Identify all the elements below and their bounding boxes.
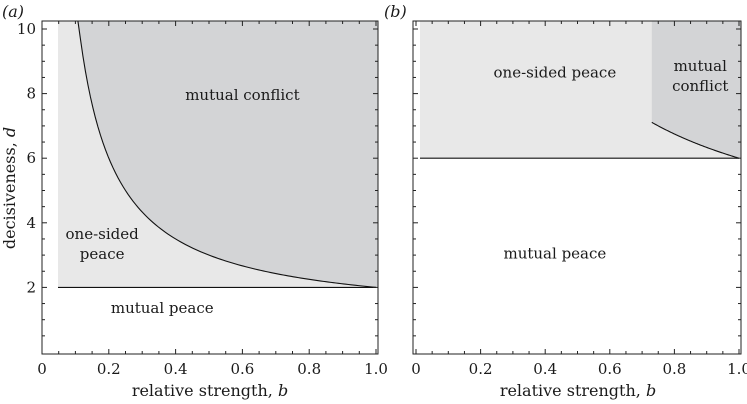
y-tick-label: 8 bbox=[26, 85, 36, 103]
y-tick-label: 6 bbox=[26, 149, 36, 167]
y-tick-label: 2 bbox=[26, 278, 36, 296]
panel-b-ticks: 0 0.2 0.4 0.6 0.8 1.0 bbox=[411, 21, 747, 378]
x-tick-label: 0.8 bbox=[297, 360, 321, 378]
panel-a-x-axis-label: relative strength, b bbox=[132, 381, 288, 400]
x-tick-label: 0.8 bbox=[662, 360, 686, 378]
panel-a-label: (a) bbox=[2, 2, 24, 21]
panel-a-frame bbox=[41, 20, 379, 355]
x-tick-label: 0 bbox=[411, 360, 421, 378]
x-tick-label: 1.0 bbox=[364, 360, 388, 378]
x-tick-label: 0 bbox=[37, 360, 47, 378]
y-tick-label: 10 bbox=[17, 20, 36, 38]
panel-b-region-labels: mutual peace one-sided peace mutual conflic… bbox=[494, 57, 729, 262]
x-tick-label: 0.6 bbox=[598, 360, 622, 378]
x-tick-label: 0.2 bbox=[469, 360, 493, 378]
y-tick-label: 4 bbox=[26, 214, 36, 232]
x-tick-label: 0.4 bbox=[164, 360, 188, 378]
panel-b-regions bbox=[420, 21, 741, 159]
panel-b-x-axis-label: relative strength, b bbox=[500, 381, 656, 400]
region-label-mutual-conflict: mutual conflict bbox=[672, 57, 728, 95]
region-mutual-conflict bbox=[75, 21, 379, 288]
x-tick-label: 0.6 bbox=[230, 360, 254, 378]
region-mutual-conflict bbox=[651, 21, 741, 159]
region-label-mutual-conflict: mutual conflict bbox=[185, 86, 299, 104]
x-tick-label: 1.0 bbox=[727, 360, 747, 378]
panel-a-ticks: 0 0.2 0.4 0.6 0.8 1.0 2 4 6 8 10 bbox=[17, 20, 388, 378]
conflict-boundary-curve bbox=[75, 20, 377, 288]
conflict-boundary-curve bbox=[651, 121, 740, 159]
x-tick-label: 0.2 bbox=[97, 360, 121, 378]
panel-b-boundaries bbox=[420, 121, 740, 159]
region-label-mutual-peace: mutual peace bbox=[503, 244, 606, 262]
panel-b: (b) 0 0.2 0.4 0.6 0.8 1.0 mutual peace one-sid… bbox=[384, 2, 747, 400]
panel-a: (a) 0 0.2 0.4 0.6 0.8 1.0 2 4 6 8 10 mutual peace o… bbox=[0, 2, 388, 400]
panel-a-region-labels: mutual peace one-sided peace mutual conflic… bbox=[66, 86, 300, 317]
region-label-one-sided-peace: one-sided peace bbox=[494, 63, 617, 81]
x-tick-label: 0.4 bbox=[533, 360, 557, 378]
panel-b-label: (b) bbox=[384, 2, 407, 21]
region-label-mutual-peace: mutual peace bbox=[111, 299, 214, 317]
region-label-one-sided-peace: one-sided peace bbox=[66, 225, 140, 263]
panel-a-boundaries bbox=[58, 20, 377, 288]
panel-a-y-axis-label: decisiveness, d bbox=[0, 127, 19, 249]
panel-a-regions bbox=[58, 21, 379, 288]
